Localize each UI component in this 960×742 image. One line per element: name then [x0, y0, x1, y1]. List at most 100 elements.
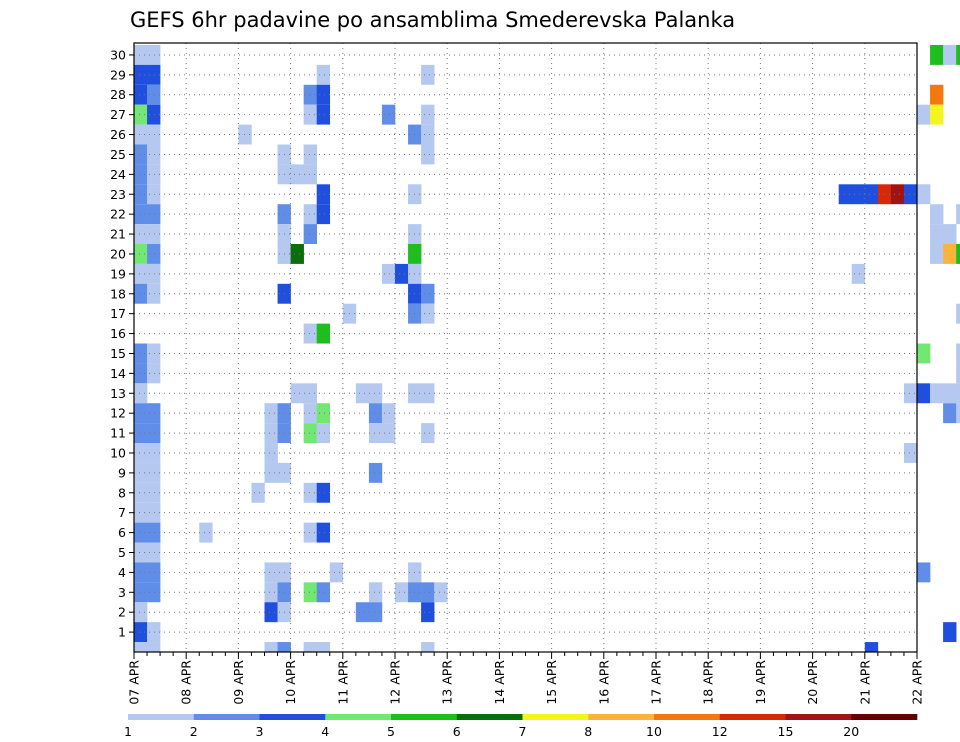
heatmap-cell — [147, 423, 161, 444]
y-tick-label: 19 — [110, 266, 126, 281]
heatmap-cell — [917, 184, 931, 205]
colorbar-swatch — [785, 714, 852, 720]
heatmap-cell — [943, 403, 957, 424]
heatmap-cell — [316, 642, 331, 652]
heatmap-cell — [264, 423, 278, 444]
heatmap-cell — [316, 184, 331, 205]
heatmap-cell — [134, 602, 148, 623]
heatmap-cell — [147, 224, 161, 245]
heatmap-cell — [303, 482, 317, 503]
heatmap-cell — [147, 184, 161, 205]
heatmap-cell — [303, 522, 317, 543]
y-tick-label: 14 — [110, 366, 126, 381]
heatmap-cell — [917, 383, 931, 404]
heatmap-cell — [147, 622, 161, 643]
x-tick-label: 17 APR — [649, 660, 664, 705]
colorbar: 1 2 3 4 5 6 7 8 10 12 15 20 — [124, 714, 918, 739]
heatmap-cell — [956, 383, 960, 404]
heatmap-cell — [264, 642, 278, 652]
heatmap-cell — [199, 522, 213, 543]
colorbar-label: 6 — [453, 724, 461, 739]
y-axis: 1234567891011121314151617181920212223242… — [110, 47, 134, 640]
colorbar-swatch — [456, 714, 523, 720]
heatmap-cell — [303, 224, 317, 245]
heatmap-cell — [890, 184, 905, 205]
heatmap-cell — [134, 383, 148, 404]
colorbar-swatch — [391, 714, 458, 720]
y-tick-label: 7 — [118, 505, 126, 520]
heatmap-cell — [147, 403, 161, 424]
heatmap-cell — [134, 522, 148, 543]
heatmap-cell — [956, 244, 960, 264]
heatmap-cell — [134, 263, 148, 284]
colorbar-swatch — [654, 714, 721, 720]
colorbar-label: 5 — [387, 724, 395, 739]
y-tick-label: 10 — [110, 445, 126, 460]
heatmap-cell — [277, 642, 291, 652]
y-tick-label: 18 — [110, 286, 126, 301]
heatmap-cell — [134, 244, 148, 264]
heatmap-cell — [355, 602, 370, 623]
heatmap-cell — [329, 562, 344, 583]
y-tick-label: 3 — [118, 585, 126, 600]
heatmap-cell — [134, 403, 148, 424]
heatmap-cell — [147, 144, 161, 165]
heatmap-cell — [930, 44, 944, 65]
colorbar-label: 2 — [190, 724, 198, 739]
colorbar-swatch — [128, 714, 195, 720]
heatmap-cell — [134, 64, 148, 85]
heatmap-cell — [316, 423, 331, 444]
heatmap-cell — [251, 482, 265, 503]
colorbar-swatch — [719, 714, 786, 720]
heatmap-cell — [134, 343, 148, 364]
heatmap-cell — [917, 343, 931, 364]
y-tick-label: 30 — [110, 47, 126, 62]
heatmap-cell — [147, 522, 161, 543]
heatmap-cell — [147, 104, 161, 125]
heatmap-cell — [147, 164, 161, 185]
heatmap-cell — [147, 84, 161, 105]
y-tick-label: 8 — [118, 485, 126, 500]
heatmap-cell — [134, 204, 148, 225]
heatmap-cell — [134, 84, 148, 105]
colorbar-label: 7 — [519, 724, 527, 739]
heatmap-cell — [930, 104, 944, 125]
heatmap-cell — [316, 64, 331, 85]
heatmap-cell — [134, 164, 148, 185]
heatmap-cell — [903, 383, 918, 404]
heatmap-cell — [134, 224, 148, 245]
x-tick-label: 07 APR — [127, 660, 142, 705]
heatmap-cell — [147, 462, 161, 483]
y-tick-label: 28 — [110, 87, 126, 102]
heatmap-cell — [943, 224, 957, 245]
chart-title: GEFS 6hr padavine po ansamblima Smederev… — [130, 8, 735, 32]
y-tick-label: 9 — [118, 465, 126, 480]
y-tick-label: 17 — [110, 306, 126, 321]
colorbar-swatch — [193, 714, 260, 720]
heatmap-cell — [303, 204, 317, 225]
colorbar-swatch — [851, 714, 918, 720]
heatmap-cell — [134, 622, 148, 643]
x-tick-label: 20 APR — [805, 660, 820, 705]
heatmap-cell — [147, 263, 161, 284]
x-tick-label: 15 APR — [544, 660, 559, 705]
y-tick-label: 24 — [110, 167, 126, 182]
heatmap-cell — [956, 204, 960, 225]
heatmap-cell — [316, 582, 331, 603]
heatmap-cell — [134, 363, 148, 384]
heatmap-cell — [930, 383, 944, 404]
heatmap-cell — [290, 383, 304, 404]
heatmap-cell — [303, 84, 317, 105]
heatmap-cell — [303, 642, 317, 652]
y-tick-label: 16 — [110, 326, 126, 341]
heatmap-cell — [147, 44, 161, 65]
heatmap-cell — [264, 562, 278, 583]
heatmap-cell — [303, 582, 317, 603]
heatmap-cell — [147, 582, 161, 603]
x-axis: 07 APR 08 APR 09 APR 10 APR 11 APR 12 APR 13 A… — [127, 652, 925, 705]
x-tick-label: 11 APR — [335, 660, 350, 705]
heatmap-cell — [264, 443, 278, 463]
x-tick-label: 09 APR — [231, 660, 246, 705]
heatmap-cell — [134, 642, 148, 652]
